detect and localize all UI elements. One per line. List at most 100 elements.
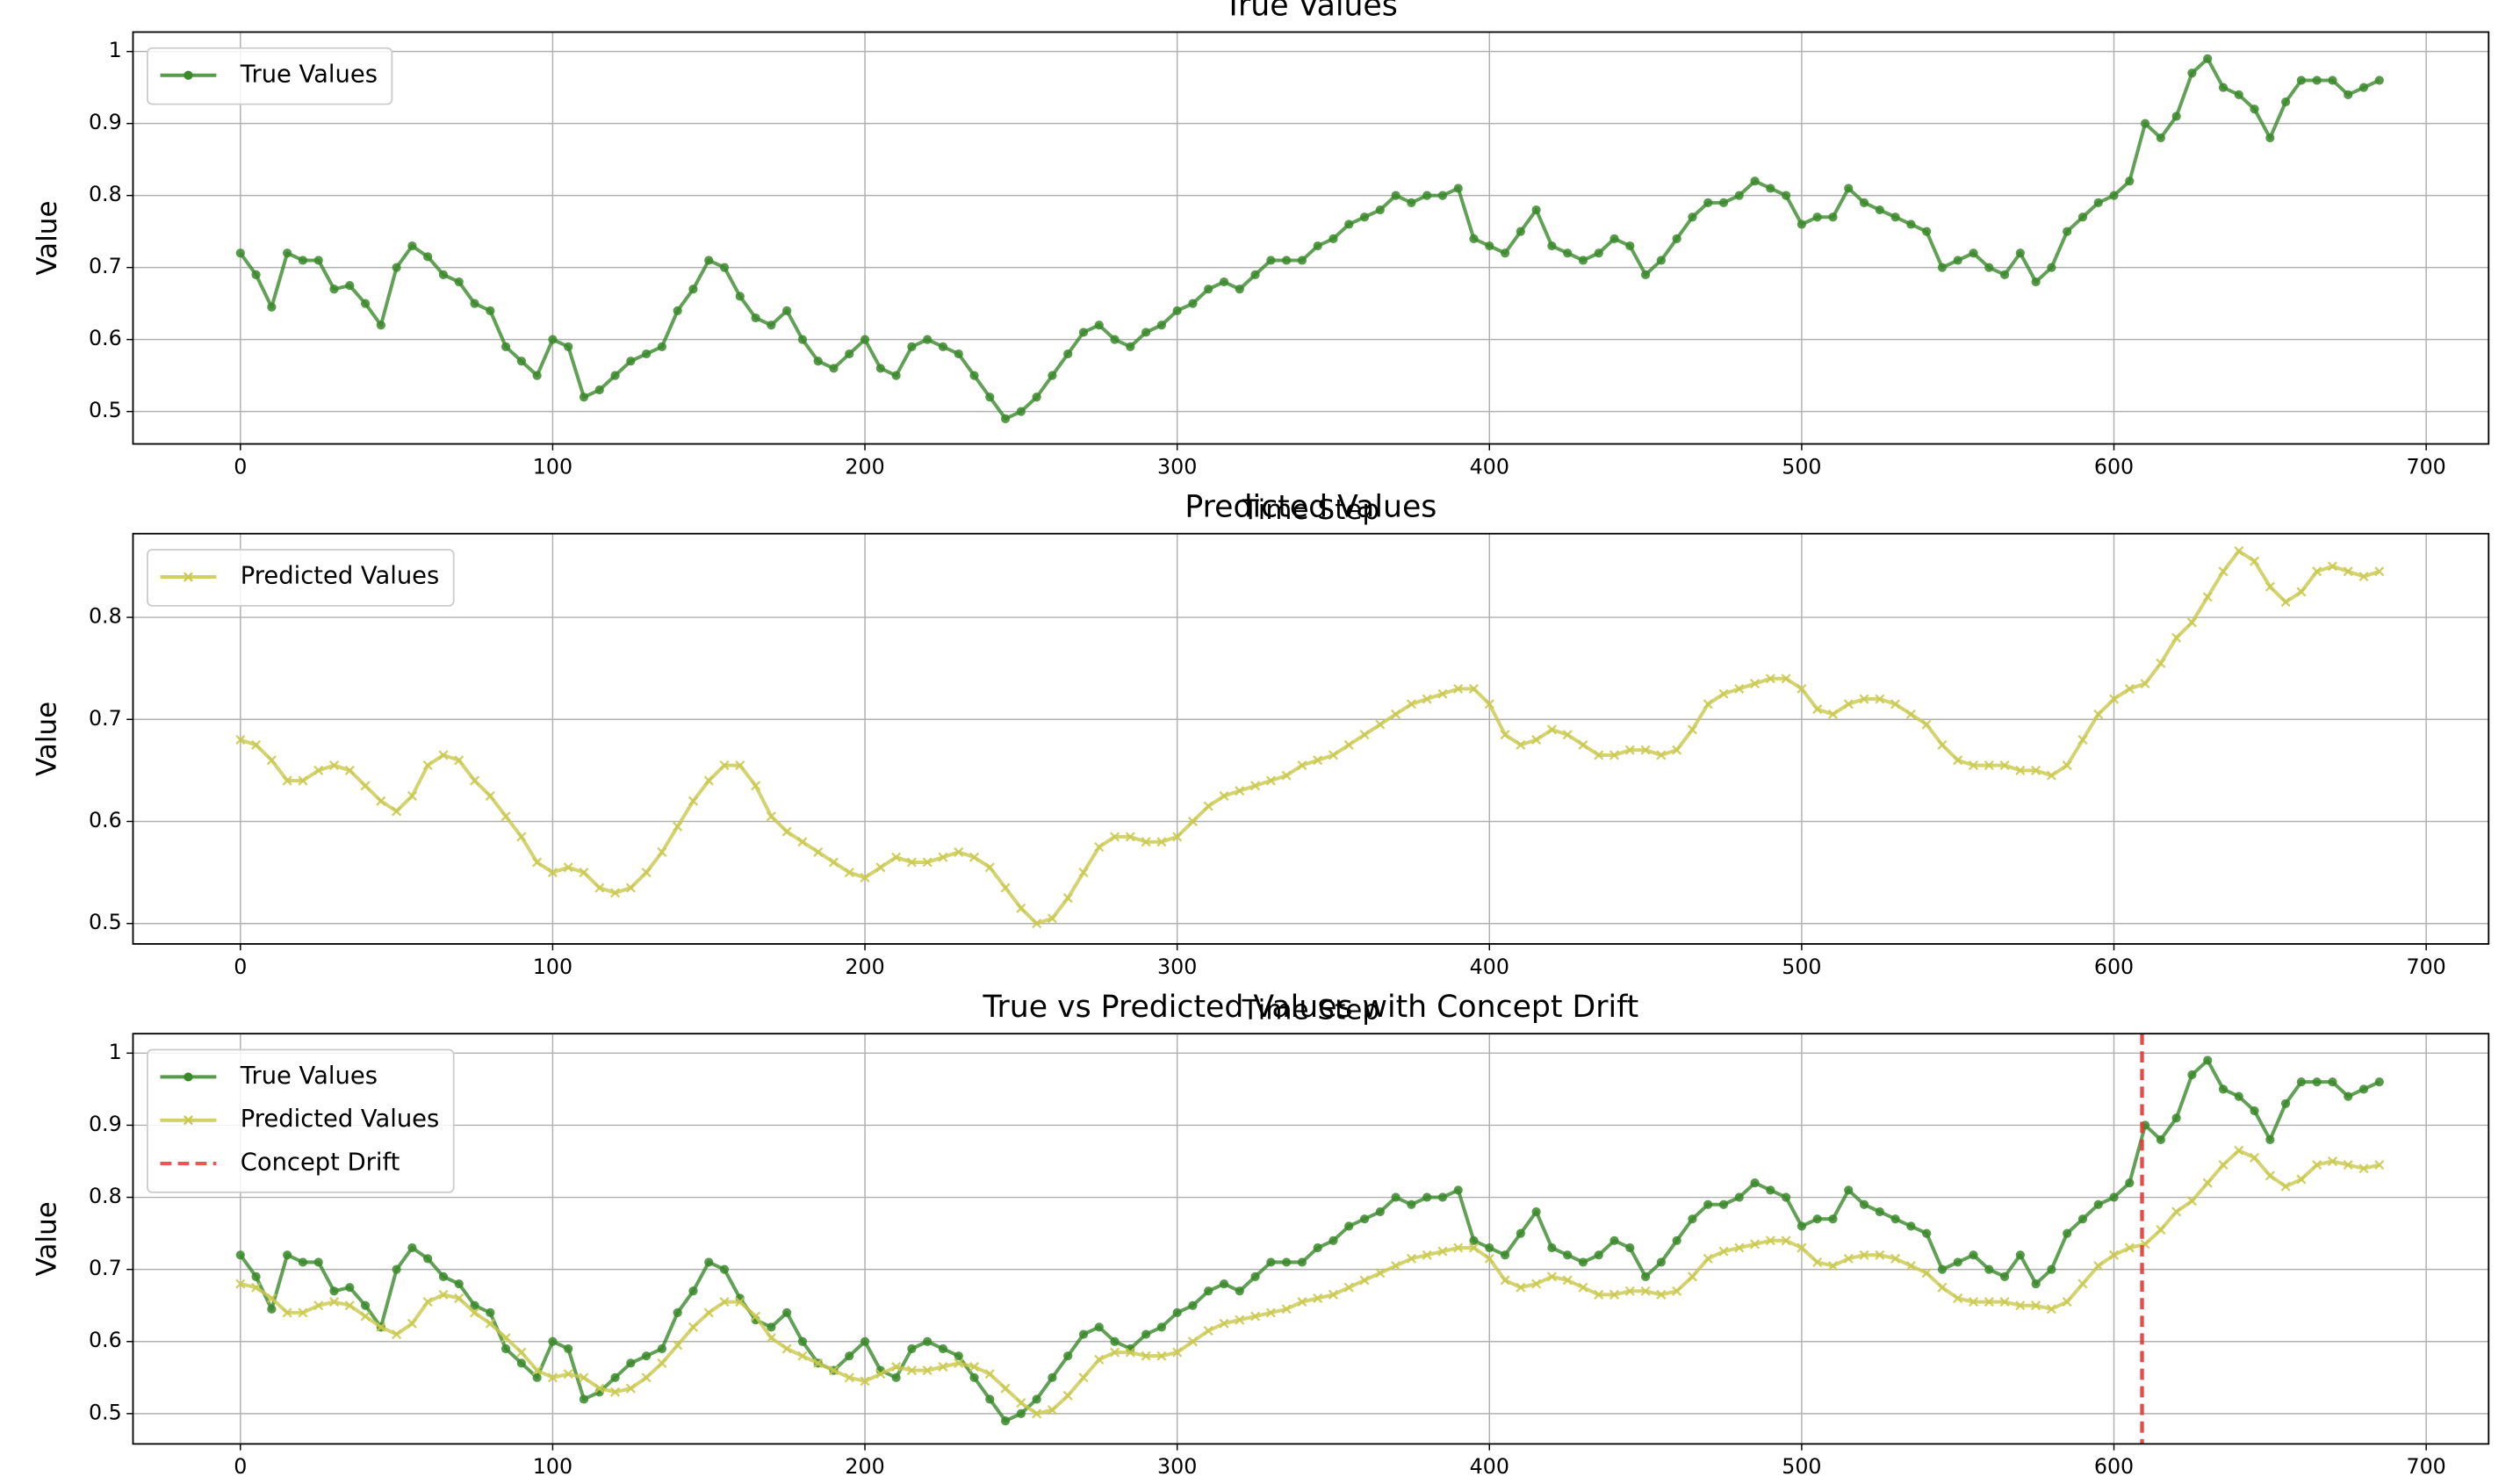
marker xyxy=(1109,832,1120,842)
marker xyxy=(2296,1174,2307,1185)
marker xyxy=(1500,1275,1510,1286)
marker xyxy=(594,882,605,893)
marker xyxy=(438,1271,449,1281)
marker xyxy=(969,371,979,380)
marker xyxy=(2296,587,2307,597)
marker xyxy=(407,241,417,251)
marker xyxy=(2062,760,2072,771)
marker xyxy=(797,837,808,847)
marker xyxy=(719,263,730,272)
marker xyxy=(906,1365,917,1376)
marker xyxy=(235,249,245,258)
marker xyxy=(673,821,683,832)
marker xyxy=(235,734,246,746)
marker xyxy=(2171,112,2181,121)
marker xyxy=(1969,1250,1978,1260)
marker xyxy=(344,765,355,775)
marker xyxy=(2265,1135,2275,1144)
marker xyxy=(1875,1250,1885,1260)
marker xyxy=(1905,709,1916,720)
marker xyxy=(1468,1243,1480,1253)
y-tick-label: 0.9 xyxy=(89,110,122,134)
marker xyxy=(906,857,917,868)
x-tick-label: 200 xyxy=(845,955,884,979)
marker xyxy=(313,765,324,775)
marker xyxy=(1125,832,1135,842)
marker xyxy=(1827,709,1839,720)
y-tick-label: 0.5 xyxy=(89,398,122,422)
marker xyxy=(251,270,261,279)
marker xyxy=(1249,781,1261,791)
legend: Predicted Values xyxy=(146,549,455,607)
marker xyxy=(1109,1347,1120,1358)
marker xyxy=(1516,739,1526,750)
marker xyxy=(1329,234,1338,243)
x-tick-label: 400 xyxy=(1470,1454,1509,1479)
marker xyxy=(532,1365,543,1376)
x-tick-label: 400 xyxy=(1470,955,1509,979)
marker xyxy=(1422,191,1432,200)
marker xyxy=(1875,205,1884,215)
marker xyxy=(1235,1315,1245,1325)
marker xyxy=(1141,837,1151,847)
series xyxy=(235,1145,2385,1419)
marker xyxy=(1953,755,1963,766)
marker xyxy=(2046,1304,2056,1315)
marker xyxy=(2093,1260,2104,1271)
marker xyxy=(1859,1250,1869,1260)
marker xyxy=(1187,1336,1199,1347)
marker xyxy=(516,832,527,842)
marker xyxy=(1032,918,1042,929)
marker xyxy=(485,790,495,802)
marker xyxy=(985,1394,995,1404)
marker xyxy=(1219,790,1229,802)
marker xyxy=(751,313,760,323)
marker xyxy=(1235,1286,1244,1296)
plot-area xyxy=(235,545,2385,929)
marker xyxy=(2031,1279,2041,1289)
marker xyxy=(1375,719,1386,730)
axes: 0 100 200 300 400 500 600 700 0.5 0.6 0.7 0.8 0.9 1 Tr… xyxy=(32,990,2490,1479)
marker xyxy=(2374,566,2385,577)
marker xyxy=(1890,213,1900,222)
marker xyxy=(609,1387,621,1397)
legend: True Values Predicted Values Concept Drift xyxy=(146,1048,455,1193)
plot-area xyxy=(235,1034,2385,1444)
marker xyxy=(2109,1192,2119,1202)
marker xyxy=(1266,256,1276,265)
marker xyxy=(2077,734,2088,746)
marker xyxy=(407,1318,417,1329)
marker xyxy=(1516,1228,1525,1238)
marker xyxy=(2358,83,2369,92)
marker xyxy=(267,1304,277,1314)
marker xyxy=(2218,1084,2229,1094)
marker xyxy=(1016,1397,1026,1408)
marker xyxy=(2063,227,2072,236)
marker xyxy=(1718,688,1729,699)
marker xyxy=(1765,674,1775,684)
marker xyxy=(1172,1308,1182,1318)
legend-label: True Values xyxy=(240,61,378,88)
marker xyxy=(1110,1336,1120,1346)
marker xyxy=(1640,1271,1651,1281)
marker xyxy=(1422,694,1432,704)
marker xyxy=(1282,1257,1292,1267)
marker xyxy=(2171,1113,2181,1123)
axes-frame xyxy=(132,1033,2490,1445)
marker xyxy=(2062,1297,2072,1308)
marker xyxy=(2202,1178,2213,1188)
marker xyxy=(657,342,667,351)
marker xyxy=(2358,571,2369,582)
marker xyxy=(2234,545,2244,557)
y-tick-label: 0.7 xyxy=(89,254,122,278)
marker xyxy=(1359,730,1370,740)
marker xyxy=(2093,198,2103,207)
marker xyxy=(891,1361,902,1372)
marker xyxy=(860,1336,870,1346)
marker xyxy=(1578,739,1588,750)
marker xyxy=(500,342,511,351)
marker xyxy=(2250,104,2259,114)
marker xyxy=(828,1365,839,1376)
marker xyxy=(1547,241,1557,251)
marker xyxy=(1469,1235,1479,1245)
